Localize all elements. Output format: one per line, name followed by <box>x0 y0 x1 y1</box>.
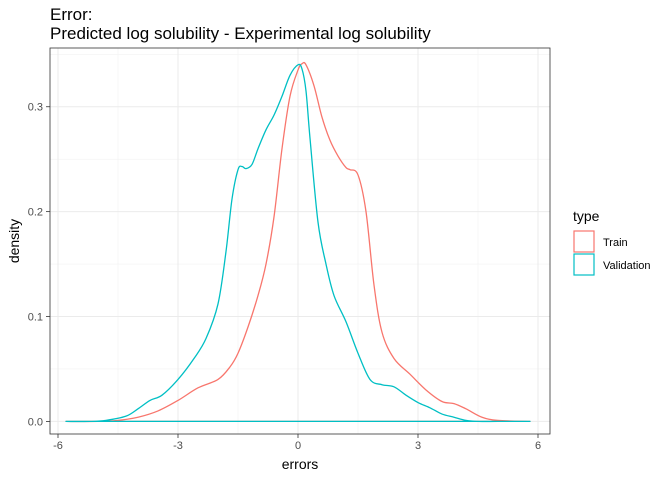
series-layer <box>65 61 531 423</box>
legend: type Train Validation <box>573 208 651 276</box>
legend-label-train: Train <box>603 237 628 249</box>
x-tick-label: 6 <box>535 440 541 452</box>
panel-background <box>50 48 550 434</box>
x-tick-label: -6 <box>53 440 63 452</box>
x-tick-label: -3 <box>173 440 183 452</box>
y-tick-label: 0.1 <box>28 312 43 324</box>
panel-border <box>49 47 551 435</box>
density-line-validation <box>65 63 531 423</box>
x-tick-label: 0 <box>295 440 301 452</box>
y-tick-label: 0.0 <box>28 416 43 428</box>
chart-title-line-1: Error: <box>50 5 93 24</box>
density-line-train <box>65 61 531 423</box>
y-tick-label: 0.3 <box>28 102 43 114</box>
plot-panel <box>49 47 551 435</box>
minor-gridlines <box>50 48 550 434</box>
y-axis: 0.0 0.1 0.2 0.3 <box>28 102 50 428</box>
chart-title-line-2: Predicted log solubility - Experimental … <box>50 24 431 43</box>
legend-key-validation <box>573 253 595 276</box>
legend-key-train <box>573 230 595 253</box>
y-tick-label: 0.2 <box>28 207 43 219</box>
legend-label-validation: Validation <box>603 260 651 272</box>
x-axis-title: errors <box>282 456 319 472</box>
y-axis-title: density <box>6 219 22 263</box>
x-tick-label: 3 <box>415 440 421 452</box>
legend-title: type <box>573 208 600 224</box>
x-axis: -6 -3 0 3 6 <box>53 434 541 452</box>
